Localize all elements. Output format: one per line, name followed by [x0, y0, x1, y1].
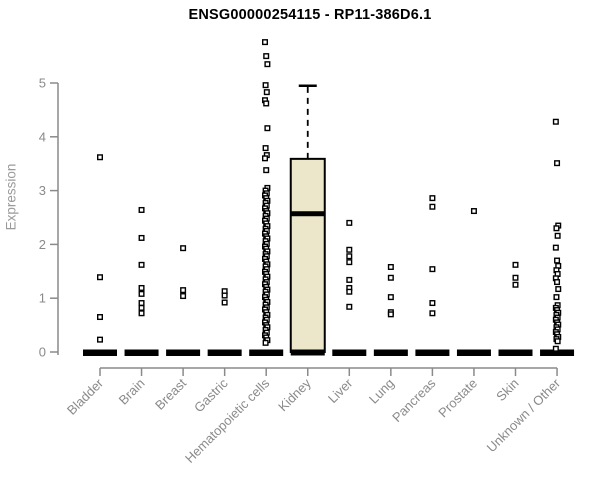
- collapsed-boxplot-bar: [332, 349, 367, 356]
- outlier-point: [263, 89, 270, 96]
- x-tick-label: Breast: [152, 375, 189, 412]
- outlier-point: [554, 257, 561, 264]
- x-tick-label: Liver: [325, 375, 356, 406]
- outlier-point: [429, 266, 436, 273]
- boxplot-box: [289, 157, 326, 353]
- outlier-point: [96, 336, 103, 343]
- outlier-point: [221, 299, 228, 306]
- outlier-point: [512, 281, 519, 288]
- outlier-point: [552, 244, 559, 251]
- collapsed-boxplot-bar: [456, 349, 491, 356]
- outlier-point: [138, 304, 145, 311]
- outlier-point: [554, 338, 561, 345]
- outlier-point: [346, 246, 353, 253]
- outlier-point: [346, 219, 353, 226]
- outlier-point: [96, 274, 103, 281]
- x-tick-label: Skin: [493, 376, 521, 404]
- outlier-point: [346, 253, 353, 260]
- outlier-point: [387, 311, 394, 318]
- outlier-point: [346, 303, 353, 310]
- outlier-point: [346, 259, 353, 266]
- collapsed-boxplot-bar: [540, 349, 575, 356]
- outlier-point: [512, 261, 519, 268]
- median-line: [290, 211, 325, 217]
- outlier-point: [263, 53, 270, 60]
- outlier-point: [138, 284, 145, 291]
- outlier-point: [138, 290, 145, 297]
- outlier-point: [553, 225, 560, 232]
- outlier-point: [96, 154, 103, 161]
- outlier-point: [512, 274, 519, 281]
- outlier-point: [262, 155, 269, 162]
- outlier-point: [555, 286, 562, 293]
- outlier-point: [96, 314, 103, 321]
- x-tick-label: Bladder: [64, 375, 107, 418]
- x-tick-label: Lung: [366, 376, 397, 407]
- outlier-point: [264, 125, 271, 132]
- outlier-point: [553, 294, 560, 301]
- outlier-point: [554, 160, 561, 167]
- outlier-point: [429, 203, 436, 210]
- collapsed-boxplot-bar: [166, 349, 201, 356]
- outlier-point: [138, 261, 145, 268]
- y-tick-label: 0: [39, 345, 46, 360]
- y-tick-label: 5: [39, 76, 46, 91]
- collapsed-boxplot-bar: [498, 349, 533, 356]
- collapsed-boxplot-bar: [373, 349, 408, 356]
- collapsed-boxplot-bar: [207, 349, 242, 356]
- collapsed-boxplot-bar: [83, 349, 117, 356]
- outlier-point: [429, 195, 436, 202]
- outlier-point: [180, 245, 187, 252]
- chart-title: ENSG00000254115 - RP11-386D6.1: [188, 7, 432, 23]
- outlier-point: [262, 339, 269, 346]
- outlier-point: [180, 293, 187, 300]
- outlier-point: [470, 208, 477, 215]
- collapsed-boxplot-bar: [415, 349, 450, 356]
- outlier-point: [262, 145, 269, 152]
- x-tick-label: Unknown / Other: [484, 375, 564, 455]
- collapsed-boxplot-bar: [249, 349, 284, 356]
- outlier-point: [138, 300, 145, 307]
- outlier-point: [346, 288, 353, 295]
- outlier-point: [387, 274, 394, 281]
- box-bottom-edge: [290, 349, 325, 356]
- outlier-point: [263, 100, 270, 107]
- x-tick-label: Brain: [116, 376, 148, 408]
- outlier-point: [263, 167, 270, 174]
- collapsed-boxplot-bar: [124, 349, 159, 356]
- outlier-point: [138, 310, 145, 317]
- outlier-point: [221, 292, 228, 299]
- y-tick-label: 3: [39, 183, 46, 198]
- x-tick-label: Kidney: [275, 375, 314, 414]
- y-tick-label: 2: [39, 237, 46, 252]
- outlier-point: [262, 39, 269, 46]
- x-tick-label: Prostate: [435, 376, 480, 421]
- outlier-point: [552, 345, 559, 352]
- outlier-point: [554, 279, 561, 286]
- y-tick-label: 4: [39, 129, 46, 144]
- outlier-point: [552, 118, 559, 125]
- outlier-point: [138, 234, 145, 241]
- outlier-point: [429, 300, 436, 307]
- outlier-point: [387, 294, 394, 301]
- y-tick-label: 1: [39, 291, 46, 306]
- outlier-point: [264, 61, 271, 68]
- outlier-point: [429, 310, 436, 317]
- outlier-point: [138, 206, 145, 213]
- outlier-point: [554, 232, 561, 239]
- x-tick-label: Gastric: [191, 375, 231, 415]
- outlier-point: [262, 82, 269, 89]
- outlier-point: [387, 263, 394, 270]
- outlier-point: [180, 287, 187, 294]
- x-tick-label: Pancreas: [389, 375, 439, 425]
- outlier-point: [346, 276, 353, 283]
